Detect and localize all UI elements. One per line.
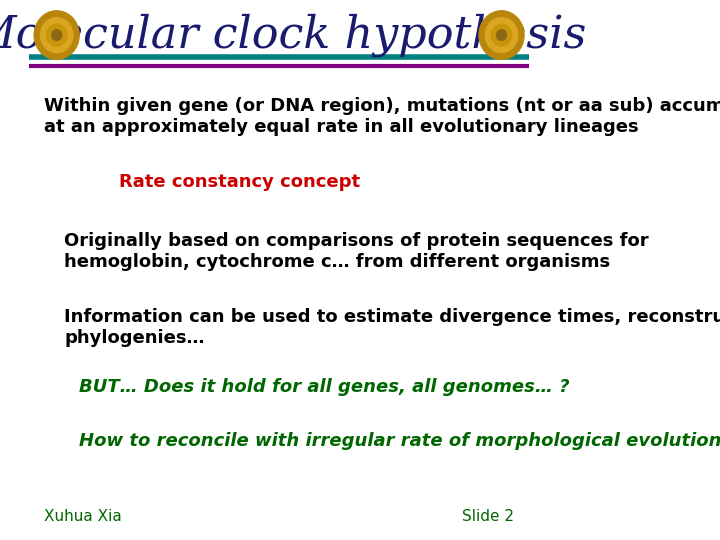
Text: Information can be used to estimate divergence times, reconstruct
phylogenies…: Information can be used to estimate dive…	[64, 308, 720, 347]
Circle shape	[479, 11, 524, 59]
Circle shape	[52, 30, 62, 40]
Text: How to reconcile with irregular rate of morphological evolution?: How to reconcile with irregular rate of …	[79, 432, 720, 450]
Text: Molecular clock hypothesis: Molecular clock hypothesis	[0, 14, 588, 57]
Circle shape	[47, 24, 67, 46]
Circle shape	[497, 30, 506, 40]
Text: Rate constancy concept: Rate constancy concept	[119, 173, 360, 191]
Text: Originally based on comparisons of protein sequences for
hemoglobin, cytochrome : Originally based on comparisons of prote…	[64, 232, 649, 271]
Circle shape	[485, 18, 518, 52]
Circle shape	[34, 11, 79, 59]
Text: Slide 2: Slide 2	[462, 509, 514, 524]
Text: BUT… Does it hold for all genes, all genomes… ?: BUT… Does it hold for all genes, all gen…	[79, 378, 570, 396]
Circle shape	[491, 24, 512, 46]
Text: Xuhua Xia: Xuhua Xia	[44, 509, 122, 524]
Circle shape	[40, 18, 73, 52]
Text: Within given gene (or DNA region), mutations (nt or aa sub) accumulate
at an app: Within given gene (or DNA region), mutat…	[44, 97, 720, 136]
